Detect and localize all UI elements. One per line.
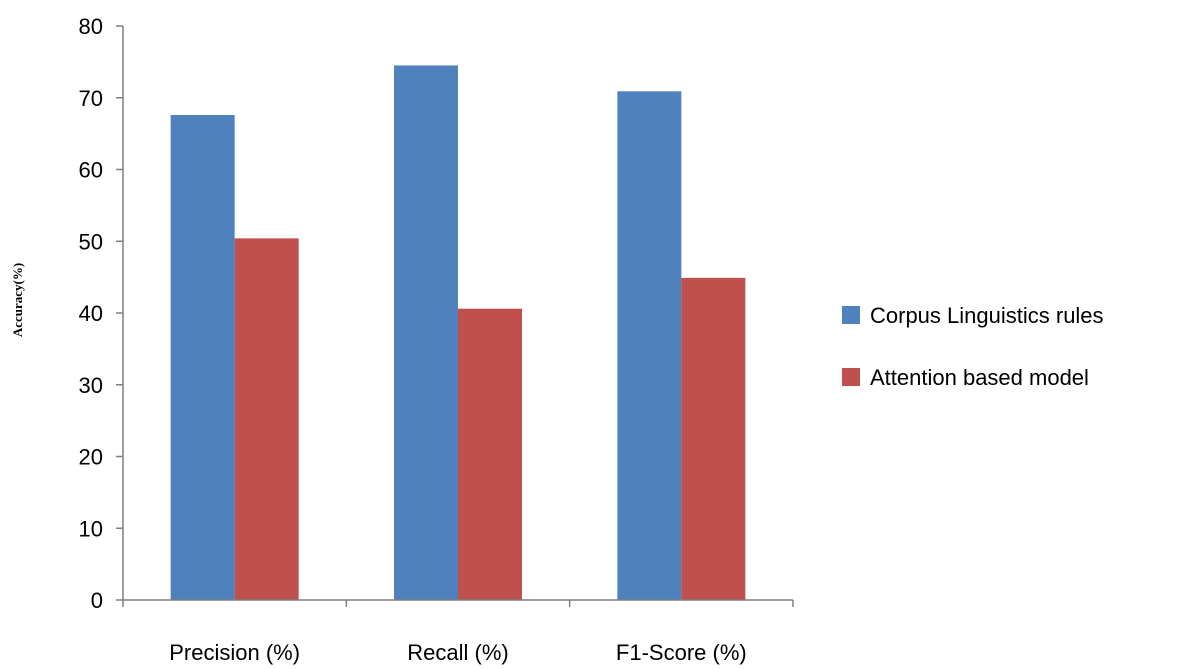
y-tick-label: 0 <box>91 588 103 613</box>
y-tick-label: 60 <box>79 158 103 183</box>
legend-swatch <box>842 306 860 324</box>
legend: Corpus Linguistics rules Attention based … <box>842 303 1104 390</box>
y-tick-label: 80 <box>79 14 103 39</box>
bar-attention-based-model <box>458 308 522 600</box>
x-category-label: F1-Score (%) <box>616 640 747 665</box>
bars <box>170 65 746 600</box>
y-tick-label: 70 <box>79 86 103 111</box>
x-category-label: Precision (%) <box>169 640 300 665</box>
y-axis-label: Accuracy(%) <box>10 263 25 337</box>
legend-label: Corpus Linguistics rules <box>870 303 1104 328</box>
y-tick-label: 40 <box>79 301 103 326</box>
bar-corpus-linguistics-rules <box>394 65 458 600</box>
legend-swatch <box>842 368 860 386</box>
bar-corpus-linguistics-rules <box>170 114 235 600</box>
y-tick-label: 20 <box>79 445 103 470</box>
x-category-label: Recall (%) <box>407 640 508 665</box>
y-axis-label-group: Accuracy(%) <box>10 263 25 337</box>
bar-attention-based-model <box>681 277 746 600</box>
y-axis-ticks: 0 10 20 30 40 50 60 70 80 <box>79 14 123 613</box>
x-axis-ticks: Precision (%) Recall (%) F1-Score (%) <box>122 600 794 665</box>
bar-attention-based-model <box>234 238 299 600</box>
y-tick-label: 10 <box>79 516 103 541</box>
y-tick-label: 50 <box>79 229 103 254</box>
bar-corpus-linguistics-rules <box>617 91 682 600</box>
y-tick-label: 30 <box>79 373 103 398</box>
legend-label: Attention based model <box>870 365 1089 390</box>
